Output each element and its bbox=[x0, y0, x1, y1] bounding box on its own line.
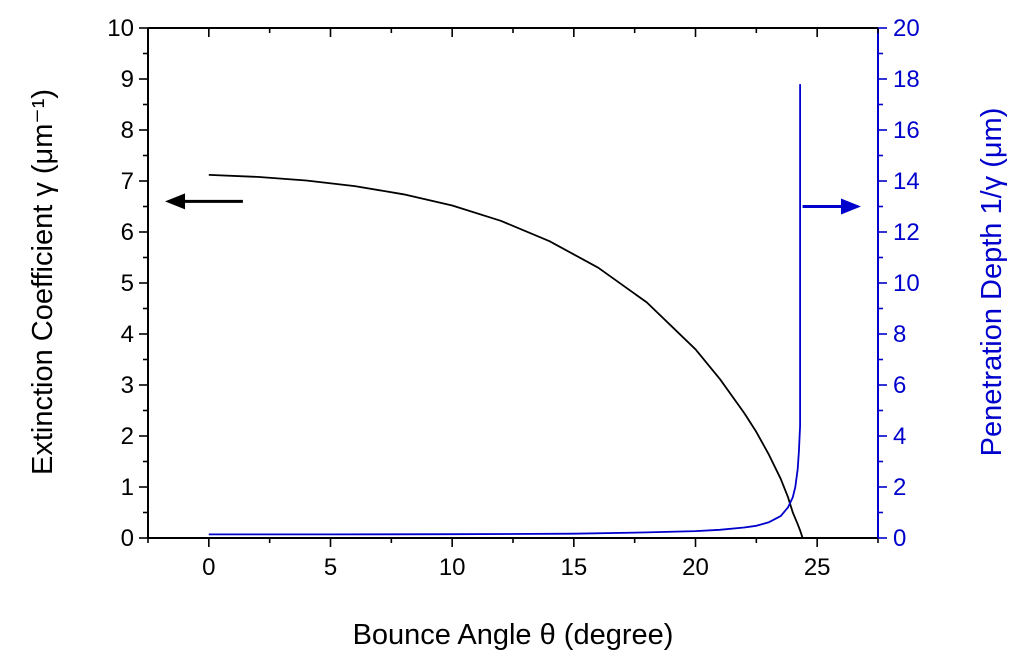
y-left-tick-label: 1 bbox=[121, 474, 134, 501]
extinction-coefficient-curve bbox=[208, 174, 804, 539]
y-right-tick-label: 10 bbox=[893, 270, 920, 297]
y-left-tick-label: 2 bbox=[121, 423, 134, 450]
y-left-tick-label: 5 bbox=[121, 270, 134, 297]
y-left-tick-label: 9 bbox=[121, 66, 134, 93]
y-axis-right-label: Penetration Depth 1/γ (μm) bbox=[976, 108, 1008, 457]
y-axis-left-label: Extinction Coefficient γ (μm⁻¹) bbox=[27, 89, 59, 475]
y-right-tick-label: 8 bbox=[893, 321, 906, 348]
x-tick-label: 15 bbox=[560, 554, 587, 581]
y-left-tick-label: 10 bbox=[107, 15, 134, 42]
y-right-tick-label: 2 bbox=[893, 474, 906, 501]
y-right-tick-label: 14 bbox=[893, 168, 920, 195]
x-tick-label: 0 bbox=[202, 554, 215, 581]
x-tick-label: 10 bbox=[439, 554, 466, 581]
left-arrow-icon bbox=[165, 193, 186, 210]
y-left-tick-label: 3 bbox=[121, 372, 134, 399]
axes bbox=[147, 27, 879, 539]
x-tick-label: 5 bbox=[324, 554, 337, 581]
annotations bbox=[165, 193, 861, 215]
y-right-tick-label: 4 bbox=[893, 423, 906, 450]
x-axis-label: Bounce Angle θ (degree) bbox=[353, 619, 674, 651]
series bbox=[208, 84, 804, 539]
y-left-tick-label: 6 bbox=[121, 219, 134, 246]
penetration-depth-curve bbox=[208, 84, 801, 536]
y-right-tick-label: 0 bbox=[893, 525, 906, 552]
y-right-tick-label: 6 bbox=[893, 372, 906, 399]
right-arrow-icon bbox=[840, 198, 861, 215]
x-tick-label: 20 bbox=[682, 554, 709, 581]
y-right-tick-label: 12 bbox=[893, 219, 920, 246]
y-left-tick-label: 7 bbox=[121, 168, 134, 195]
y-left-tick-label: 8 bbox=[121, 117, 134, 144]
y-right-tick-label: 20 bbox=[893, 15, 920, 42]
y-right-tick-label: 16 bbox=[893, 117, 920, 144]
y-right-tick-label: 18 bbox=[893, 66, 920, 93]
y-left-tick-label: 0 bbox=[121, 525, 134, 552]
x-tick-label: 25 bbox=[804, 554, 831, 581]
y-left-tick-label: 4 bbox=[121, 321, 134, 348]
